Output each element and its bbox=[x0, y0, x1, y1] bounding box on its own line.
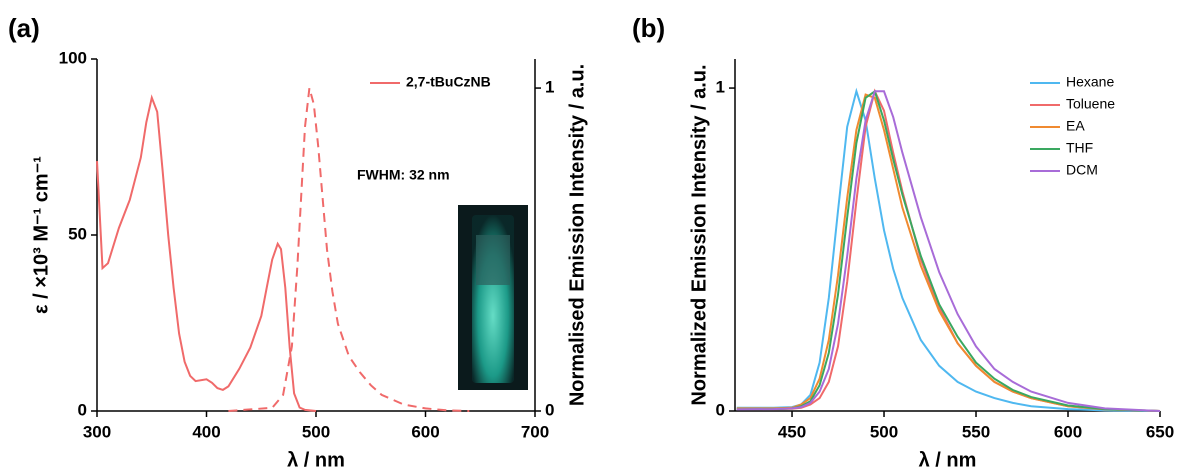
series-line bbox=[737, 91, 1160, 411]
x-tick-label: 550 bbox=[962, 422, 990, 441]
legend-label: DCM bbox=[1066, 162, 1098, 178]
y-tick-label: 0 bbox=[716, 400, 725, 419]
x-tick-label: 300 bbox=[83, 422, 111, 441]
x-tick-label: 700 bbox=[521, 422, 549, 441]
legend-label: 2,7-tBuCzNB bbox=[406, 74, 491, 90]
legend-label: THF bbox=[1066, 140, 1093, 156]
y-tick-label: 1 bbox=[716, 78, 725, 97]
y-tick-label: 0 bbox=[78, 400, 87, 419]
legend-label: EA bbox=[1066, 118, 1085, 134]
panel-label: (a) bbox=[8, 13, 40, 43]
y2-tick-label: 0 bbox=[545, 400, 554, 419]
y-axis-label: ε / ×10³ M⁻¹ cm⁻¹ bbox=[30, 156, 52, 314]
x-tick-label: 600 bbox=[411, 422, 439, 441]
x-axis-label: λ / nm bbox=[919, 449, 977, 471]
inset-photo bbox=[458, 205, 528, 390]
figure: 300 400 500 600 700 0 50 100 0 1 (a) λ / nm ε / ×10³… bbox=[0, 0, 1192, 473]
x-tick-label: 500 bbox=[302, 422, 330, 441]
x-tick-label: 650 bbox=[1146, 422, 1174, 441]
x-tick-label: 400 bbox=[192, 422, 220, 441]
series-line bbox=[737, 91, 1160, 411]
annotation: FWHM: 32 nm bbox=[357, 167, 450, 183]
legend-label: Hexane bbox=[1066, 74, 1114, 90]
y2-axis-label: Normalised Emission Intensity / a.u. bbox=[566, 64, 588, 406]
x-axis-label: λ / nm bbox=[287, 449, 345, 471]
x-tick-label: 450 bbox=[778, 422, 806, 441]
y-tick-label: 50 bbox=[68, 224, 87, 243]
legend-label: Toluene bbox=[1066, 96, 1115, 112]
y-axis-label: Normalized Emission Intensity / a.u. bbox=[688, 64, 710, 405]
y2-tick-label: 1 bbox=[545, 78, 554, 97]
series-line bbox=[228, 88, 469, 411]
series-line bbox=[737, 91, 1160, 411]
panel-label: (b) bbox=[632, 13, 665, 43]
series-line bbox=[97, 98, 316, 411]
series-line bbox=[737, 91, 1160, 411]
y-tick-label: 100 bbox=[59, 48, 87, 67]
x-tick-label: 500 bbox=[870, 422, 898, 441]
x-tick-label: 600 bbox=[1054, 422, 1082, 441]
series-line bbox=[737, 95, 1160, 412]
